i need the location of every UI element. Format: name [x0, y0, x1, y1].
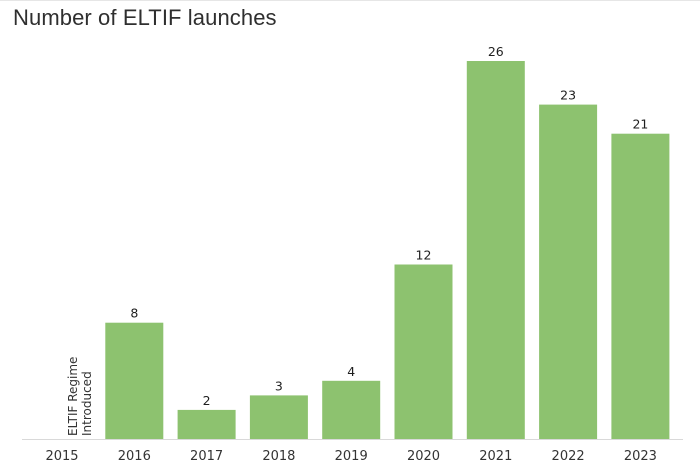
bar-2021 — [466, 61, 525, 439]
x-tick-2017: 2017 — [190, 449, 223, 464]
bar-2020 — [394, 264, 453, 439]
data-label-2018: 3 — [275, 378, 283, 393]
data-label-2021: 26 — [488, 44, 504, 59]
bar-2023 — [611, 133, 670, 439]
data-label-2019: 4 — [347, 364, 355, 379]
x-tick-2018: 2018 — [262, 449, 295, 464]
bar-2017 — [177, 409, 236, 439]
x-tick-2019: 2019 — [335, 449, 368, 464]
bar-2022 — [539, 104, 598, 439]
x-tick-2021: 2021 — [479, 449, 512, 464]
bar-2016 — [105, 322, 164, 439]
bar-2019 — [322, 380, 381, 439]
data-label-2020: 12 — [416, 248, 432, 263]
top-divider — [0, 0, 700, 1]
x-tick-2016: 2016 — [118, 449, 151, 464]
bar-2018 — [249, 395, 308, 439]
data-label-2016: 8 — [130, 306, 138, 321]
x-tick-2022: 2022 — [552, 449, 585, 464]
x-tick-2015: 2015 — [45, 449, 78, 464]
annotation-line-1: ELTIF Regime — [66, 357, 80, 436]
annotation-line-2: Introduced — [80, 371, 94, 436]
data-label-2022: 23 — [560, 88, 576, 103]
data-label-2017: 2 — [203, 393, 211, 408]
chart-title: Number of ELTIF launches — [13, 5, 277, 30]
data-label-2023: 21 — [632, 117, 648, 132]
x-tick-2023: 2023 — [624, 449, 657, 464]
x-tick-2020: 2020 — [407, 449, 440, 464]
